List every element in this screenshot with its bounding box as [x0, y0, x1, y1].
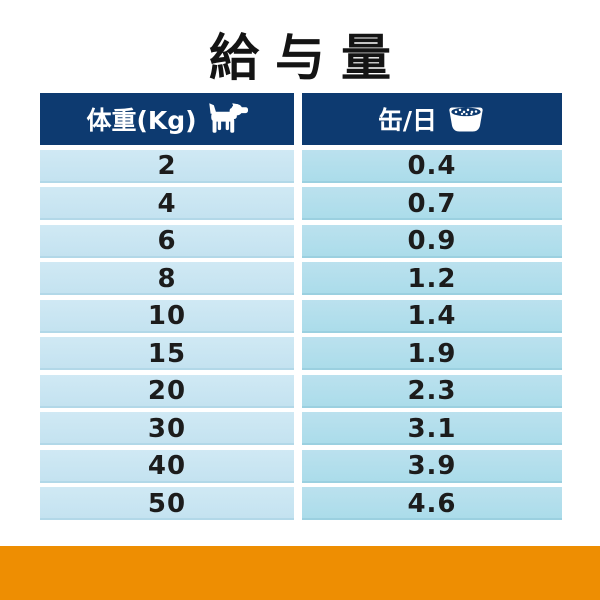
weight-cell: 30: [40, 412, 294, 445]
weight-column-label: 体重(Kg): [86, 106, 197, 135]
food-bowl-icon: [446, 105, 486, 134]
cans-cell: 4.6: [302, 487, 562, 520]
weight-cell: 50: [40, 487, 294, 520]
weight-cell: 4: [40, 187, 294, 220]
table-row: 4 0.7: [40, 187, 562, 220]
cans-cell: 3.9: [302, 449, 562, 483]
table-row: 2 0.4: [40, 149, 562, 183]
table-row: 20 2.3: [40, 374, 562, 408]
weight-cell: 10: [40, 299, 294, 333]
cans-column-header: 缶/日: [302, 93, 562, 145]
weight-cell: 2: [40, 149, 294, 183]
weight-cell: 6: [40, 224, 294, 258]
cans-cell: 1.9: [302, 337, 562, 370]
table-row: 40 3.9: [40, 449, 562, 483]
cans-cell: 0.7: [302, 187, 562, 220]
table-row: 6 0.9: [40, 224, 562, 258]
footer-orange-bar: [0, 546, 600, 600]
cans-column-label: 缶/日: [377, 106, 438, 135]
cans-cell: 3.1: [302, 412, 562, 445]
table-row: 15 1.9: [40, 337, 562, 370]
cans-cell: 0.4: [302, 149, 562, 183]
page-title: 給与量: [209, 29, 407, 87]
cans-cell: 1.4: [302, 299, 562, 333]
table-row: 10 1.4: [40, 299, 562, 333]
weight-cell: 15: [40, 337, 294, 370]
weight-column-header: 体重(Kg): [40, 93, 294, 145]
cans-cell: 0.9: [302, 224, 562, 258]
feeding-table: 体重(Kg): [40, 93, 562, 520]
table-row: 50 4.6: [40, 487, 562, 520]
weight-cell: 8: [40, 262, 294, 295]
table-row: 30 3.1: [40, 412, 562, 445]
dog-icon: [206, 103, 248, 135]
weight-cell: 20: [40, 374, 294, 408]
table-header-row: 体重(Kg): [40, 93, 562, 145]
table-row: 8 1.2: [40, 262, 562, 295]
cans-cell: 1.2: [302, 262, 562, 295]
cans-cell: 2.3: [302, 374, 562, 408]
weight-cell: 40: [40, 449, 294, 483]
